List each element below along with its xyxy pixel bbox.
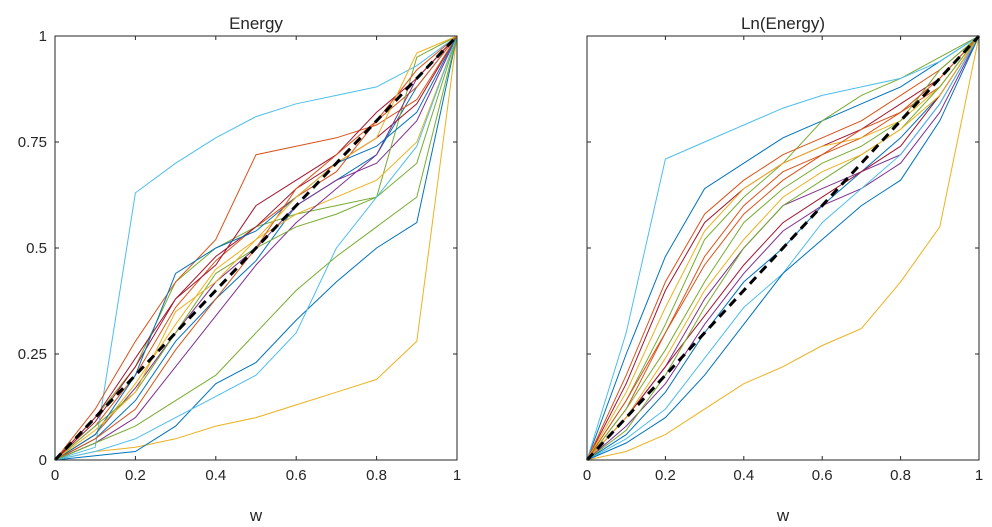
energy-y-tick-label: 1 — [39, 28, 47, 45]
energy-series-line-13 — [54, 35, 458, 461]
ln-energy-series-line-15 — [586, 35, 980, 461]
ln-energy-series-line-18 — [586, 35, 980, 461]
energy-reference-diagonal — [53, 34, 459, 462]
energy-series-line-11 — [54, 35, 458, 461]
energy-y-tick-label: 0.25 — [18, 346, 47, 363]
energy-x-tick-label: 1 — [453, 467, 461, 484]
ln-energy-reference-diagonal — [585, 34, 981, 462]
energy-series-line-3 — [54, 35, 458, 461]
energy-series-line-9 — [54, 35, 458, 461]
energy-x-tick-label: 0.2 — [125, 467, 146, 484]
energy-panel: Energy w 0 0.2 0.4 0.6 0.8 1 0 0.25 0.5 0.75 1 — [18, 14, 461, 525]
energy-series-line-17 — [54, 35, 458, 461]
ln-energy-series-line-11 — [586, 35, 980, 461]
energy-x-axis-label: w — [249, 506, 263, 525]
energy-series-line-18 — [54, 35, 458, 461]
ln-energy-x-tick-label: 0.6 — [812, 467, 833, 484]
energy-y-tick-label: 0 — [39, 452, 47, 469]
ln-energy-series-line-14 — [586, 35, 980, 461]
energy-series-line-15 — [54, 35, 458, 461]
ln-energy-x-tick-label: 0 — [583, 467, 591, 484]
energy-x-tick-label: 0.4 — [205, 467, 226, 484]
energy-series-line-8 — [54, 35, 458, 461]
ln-energy-series-line-12 — [586, 35, 980, 461]
ln-energy-series-line-3 — [586, 35, 980, 461]
energy-x-tick-label: 0.8 — [366, 467, 387, 484]
ln-energy-series-line-1 — [586, 35, 980, 461]
energy-x-tick-label: 0.6 — [286, 467, 307, 484]
ln-energy-x-tick-label: 0.4 — [733, 467, 754, 484]
energy-series-line-14 — [54, 35, 458, 461]
energy-series-line-7 — [54, 35, 458, 461]
ln-energy-x-axis-label: w — [776, 506, 790, 525]
ln-energy-series-line-10 — [586, 35, 980, 461]
ln-energy-series-line-17 — [586, 35, 980, 461]
ln-energy-series-line-9 — [586, 35, 980, 461]
energy-x-tick-label: 0 — [51, 467, 59, 484]
ln-energy-x-tick-label: 0.2 — [655, 467, 676, 484]
energy-y-tick-label: 0.75 — [18, 134, 47, 151]
ln-energy-series-line-6 — [586, 35, 980, 461]
ln-energy-panel: Ln(Energy) w 0 0.2 0.4 0.6 0.8 1 — [583, 14, 983, 525]
energy-y-tick-label: 0.5 — [26, 240, 47, 257]
ln-energy-x-tick-label: 0.8 — [890, 467, 911, 484]
ln-energy-x-tick-label: 1 — [975, 467, 983, 484]
energy-panel-title: Energy — [229, 14, 283, 33]
energy-series-line-1 — [54, 35, 458, 461]
ln-energy-panel-title: Ln(Energy) — [741, 14, 825, 33]
energy-series-line-6 — [54, 35, 458, 461]
ln-energy-series-line-16 — [586, 35, 980, 461]
